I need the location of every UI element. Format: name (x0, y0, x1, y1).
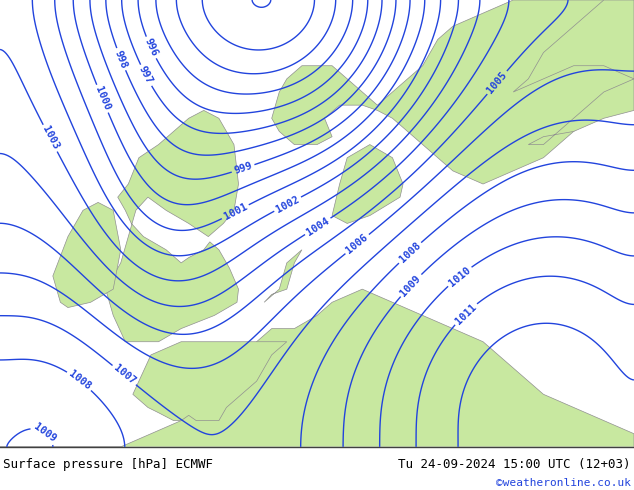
Text: 1000: 1000 (93, 85, 112, 112)
Text: Surface pressure [hPa] ECMWF: Surface pressure [hPa] ECMWF (3, 458, 213, 471)
Polygon shape (106, 110, 238, 342)
Polygon shape (264, 250, 302, 302)
Polygon shape (133, 342, 287, 420)
Text: Tu 24-09-2024 15:00 UTC (12+03): Tu 24-09-2024 15:00 UTC (12+03) (398, 458, 631, 471)
Text: 997: 997 (137, 65, 155, 86)
Polygon shape (332, 145, 403, 223)
Text: 1011: 1011 (453, 301, 478, 326)
Text: 1009: 1009 (399, 273, 423, 298)
Text: 1005: 1005 (485, 70, 509, 96)
Text: 1001: 1001 (222, 201, 249, 222)
Polygon shape (0, 289, 634, 447)
Text: 1004: 1004 (304, 216, 331, 237)
Text: 1010: 1010 (447, 265, 472, 288)
Text: ©weatheronline.co.uk: ©weatheronline.co.uk (496, 478, 631, 488)
Text: 1007: 1007 (112, 363, 137, 387)
Polygon shape (528, 79, 634, 145)
Text: 998: 998 (113, 49, 129, 70)
Polygon shape (514, 0, 634, 92)
Text: 1008: 1008 (398, 241, 422, 265)
Text: 999: 999 (233, 161, 254, 176)
Text: 996: 996 (143, 37, 159, 58)
Text: 1002: 1002 (275, 194, 301, 214)
Text: 1009: 1009 (32, 421, 58, 444)
Polygon shape (53, 202, 120, 308)
Text: 1003: 1003 (40, 125, 60, 151)
Polygon shape (272, 0, 634, 184)
Text: 1006: 1006 (344, 232, 370, 256)
Text: 1008: 1008 (67, 369, 93, 392)
